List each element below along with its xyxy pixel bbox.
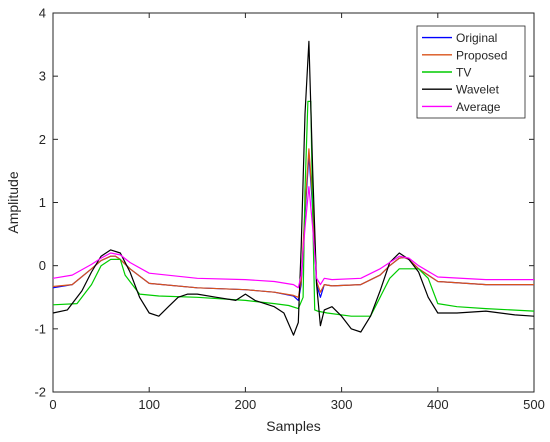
legend-label-wavelet: Wavelet: [456, 83, 500, 97]
y-tick-label: -2: [34, 385, 46, 400]
series-line-average: [52, 186, 534, 289]
y-axis-label: Amplitude: [5, 171, 21, 233]
y-tick-label: 1: [39, 195, 46, 210]
x-tick-label: 0: [49, 397, 56, 412]
series-line-wavelet: [52, 40, 535, 336]
x-tick-label: 400: [427, 397, 449, 412]
x-tick-label: 100: [138, 397, 160, 412]
y-axis: -2 -1 0 1 2 3 4: [34, 6, 534, 400]
y-tick-label: -1: [34, 321, 46, 336]
x-axis-label: Samples: [266, 418, 320, 434]
legend-label-proposed: Proposed: [456, 48, 507, 62]
legend-label-tv: TV: [456, 66, 471, 80]
x-tick-label: 500: [523, 397, 545, 412]
legend-label-original: Original: [456, 31, 497, 45]
y-tick-label: 0: [39, 258, 46, 273]
x-axis: 0 100 200 300 400 500: [49, 13, 545, 412]
x-tick-label: 200: [235, 397, 257, 412]
x-tick-label: 300: [331, 397, 353, 412]
series-layer: [52, 40, 535, 336]
series-line-tv: [52, 100, 535, 317]
y-tick-label: 3: [39, 69, 46, 84]
legend-label-average: Average: [456, 100, 501, 114]
y-tick-label: 4: [39, 6, 46, 21]
y-tick-label: 2: [39, 132, 46, 147]
legend: Original Proposed TV Wavelet Average: [416, 25, 526, 119]
